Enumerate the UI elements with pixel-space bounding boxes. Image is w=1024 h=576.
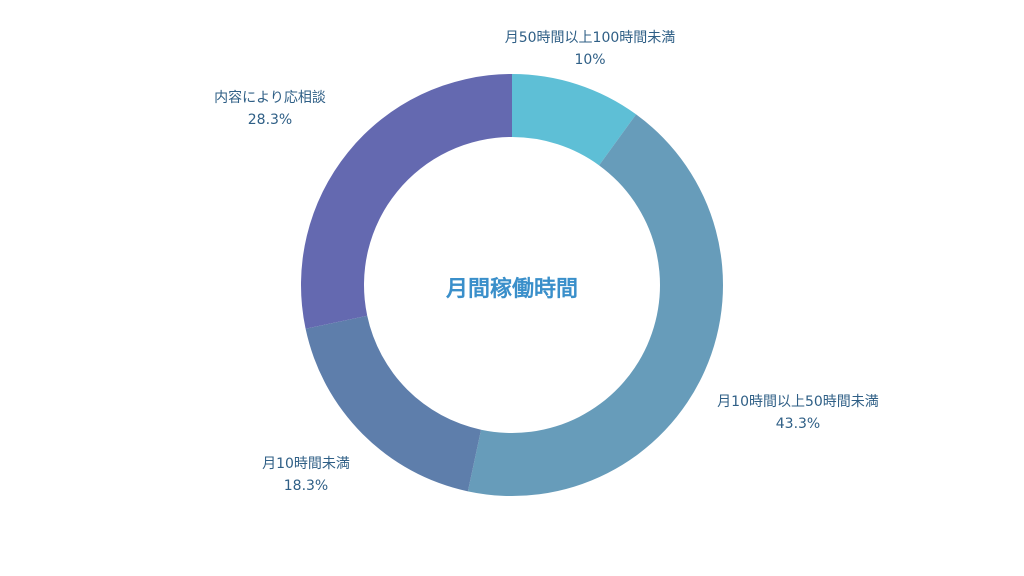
donut-slices	[301, 74, 723, 496]
slice-label-category-4: 内容により応相談	[214, 89, 326, 106]
slice-label-category-1: 月50時間以上100時間未満	[505, 30, 676, 46]
donut-slice-1	[512, 74, 637, 166]
slice-label-value-4: 28.3%	[248, 112, 292, 128]
donut-slice-4	[301, 74, 512, 329]
slice-label-value-3: 18.3%	[284, 478, 328, 494]
slice-labels: 月50時間以上100時間未満 10% 月10時間以上50時間未満 43.3% 月10時間…	[214, 30, 879, 494]
slice-label-value-2: 43.3%	[776, 416, 820, 432]
slice-label-category-2: 月10時間以上50時間未満	[717, 394, 879, 410]
slice-label-value-1: 10%	[574, 52, 605, 68]
donut-slice-2	[467, 114, 723, 496]
slice-label-category-3: 月10時間未満	[262, 456, 350, 472]
center-title: 月間稼働時間	[445, 276, 578, 302]
donut-slice-3	[305, 315, 482, 492]
